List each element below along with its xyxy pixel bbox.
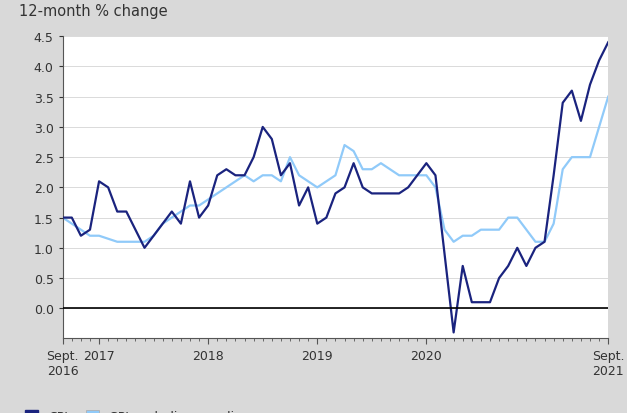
Text: 12-month % change: 12-month % change (19, 4, 167, 19)
Legend: CPI, CPI excluding gasoline: CPI, CPI excluding gasoline (25, 410, 250, 413)
